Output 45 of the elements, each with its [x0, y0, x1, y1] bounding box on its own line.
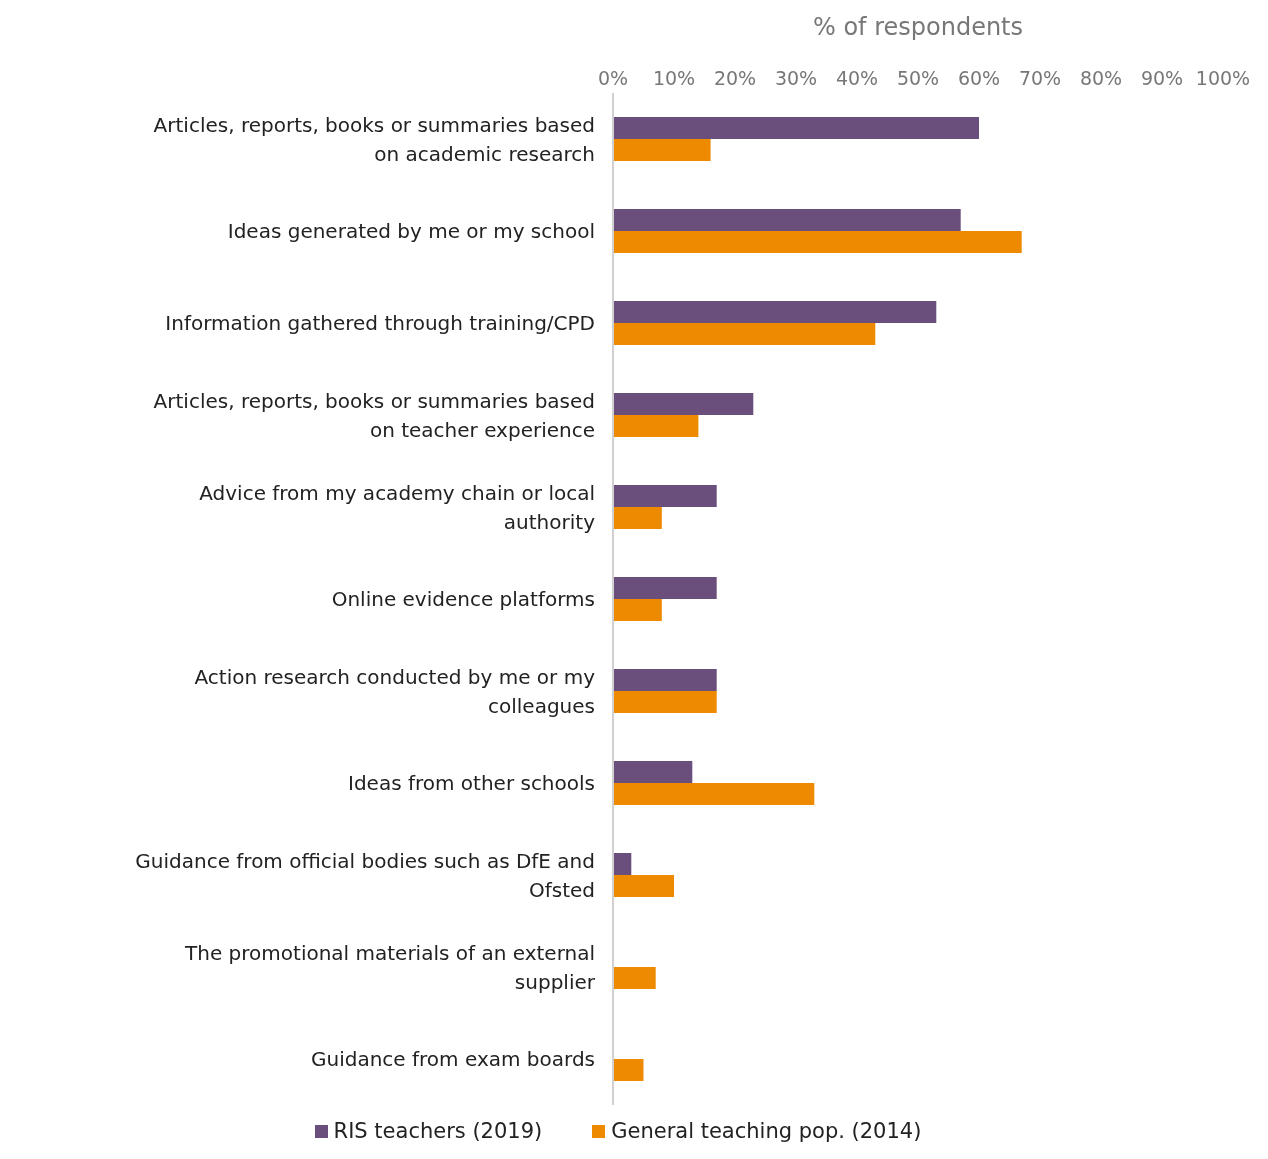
y-tick-label: Ideas generated by me or my school: [227, 219, 595, 243]
bar: [613, 761, 693, 783]
bar: [613, 967, 656, 989]
legend-label: General teaching pop. (2014): [610, 1119, 922, 1143]
bar: [613, 301, 937, 323]
y-tick-label: Ideas from other schools: [347, 771, 595, 795]
bar: [613, 117, 979, 139]
bar: [613, 669, 717, 691]
bar: [613, 691, 717, 713]
y-tick-label: Online evidence platforms: [331, 587, 595, 611]
bar: [613, 231, 1022, 253]
y-tick-label: Information gathered through training/CPD: [165, 311, 595, 335]
bar: [613, 1059, 644, 1081]
bar: [613, 323, 876, 345]
bar: [613, 507, 662, 529]
x-tick-label: 60%: [957, 67, 1001, 89]
x-tick-label: 40%: [835, 67, 879, 89]
x-tick-label: 50%: [896, 67, 940, 89]
y-tick-label: Guidance from official bodies such as DfE and Ofsted: [135, 848, 595, 902]
bar: [613, 875, 674, 897]
bar: [613, 853, 632, 875]
x-tick-label: 70%: [1018, 67, 1062, 89]
y-tick-label: Guidance from exam boards: [311, 1047, 595, 1071]
x-tick-label: 20%: [713, 67, 757, 89]
bar: [613, 783, 815, 805]
x-tick-label: 30%: [774, 67, 818, 89]
y-tick-label: Action research conducted by me or my colleagues: [194, 664, 596, 718]
x-tick-label: 90%: [1140, 67, 1184, 89]
bar: [613, 577, 717, 599]
bar: [613, 393, 754, 415]
y-tick-label: Advice from my academy chain or local authority: [199, 480, 596, 534]
x-tick-label: 10%: [652, 67, 696, 89]
bar: [613, 139, 711, 161]
bar: [613, 209, 961, 231]
y-tick-label: The promotional materials of an external supplier: [184, 940, 596, 994]
x-axis-title: % of respondents: [812, 13, 1024, 42]
legend-label: RIS teachers (2019): [332, 1119, 543, 1143]
x-tick-label: 80%: [1079, 67, 1123, 89]
y-tick-label: Articles, reports, books or summaries based on academic research: [153, 112, 595, 166]
x-tick-label: 100%: [1195, 67, 1251, 89]
y-tick-label: Articles, reports, books or summaries based on teacher experience: [153, 388, 595, 442]
bar: [613, 599, 662, 621]
bar: [613, 485, 717, 507]
x-tick-label: 0%: [597, 67, 629, 89]
bar: [613, 415, 699, 437]
